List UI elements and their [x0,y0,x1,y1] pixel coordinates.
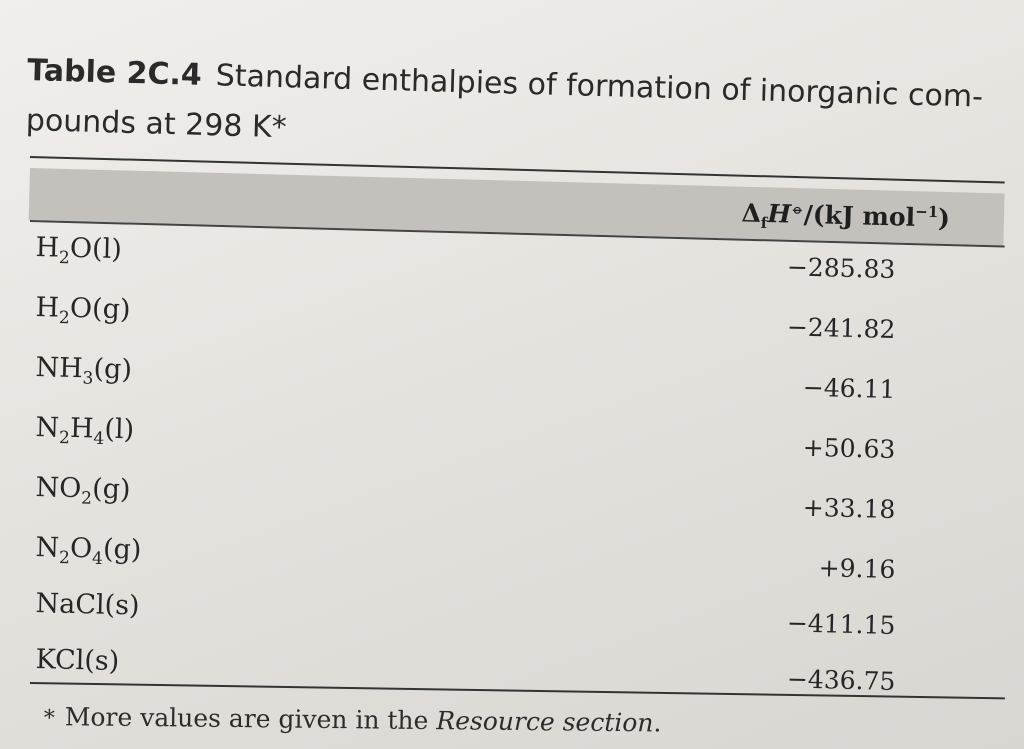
header-units-close: ) [937,203,951,233]
footnote-text: More values are given in the [64,702,437,736]
enthalpy-value: −285.83 [786,252,896,285]
compound-formula: N2H4(l) [35,412,134,450]
formula-part: N [35,532,60,564]
compound-formula: KCl(s) [35,644,120,678]
formula-subscript: 2 [58,307,70,329]
formula-part: N [35,412,60,444]
header-delta: Δ [741,198,762,228]
enthalpy-value: −241.82 [786,312,896,345]
formula-subscript: 4 [91,548,104,570]
enthalpy-value: +50.63 [802,432,896,465]
compound-formula: NO2(g) [35,472,131,510]
table-row: H2O(g) −241.82 [35,292,896,357]
compound-formula: N2O4(g) [35,532,142,570]
table-row: N2H4(l) +50.63 [35,412,896,477]
header-units-exponent: −1 [915,202,939,222]
formula-part: NO [35,472,82,505]
table-number: Table 2C.4 [26,52,203,93]
compound-formula: NaCl(s) [35,588,140,622]
formula-subscript: 2 [80,488,93,509]
column-header-enthalpy: ΔfH⦵/(kJ mol−1) [741,198,950,237]
formula-subscript: 2 [58,247,70,269]
formula-part: (g) [91,473,131,506]
enthalpy-value: −46.11 [802,372,896,405]
formula-part: H [35,292,60,324]
header-units-open: /(kJ mol [803,199,916,232]
formula-subscript: 3 [82,368,94,389]
table-footnote: * More values are given in the Resource s… [44,702,662,737]
footnote-star: * [43,705,55,732]
enthalpy-value: +33.18 [802,492,896,525]
formula-subscript: 4 [93,428,105,450]
compound-formula: H2O(l) [35,232,122,269]
formula-part: H [35,232,60,264]
table-row: NO2(g) +33.18 [35,472,896,537]
table-row: N2O4(g) +9.16 [35,532,896,597]
footnote-italic: Resource section [436,706,654,738]
formula-part: (g) [102,533,142,566]
table-row: NaCl(s) −411.15 [35,588,896,653]
table-caption: Table 2C.4 Standard enthalpies of formati… [25,46,987,173]
enthalpy-value: −436.75 [786,664,896,697]
enthalpy-value: −411.15 [786,608,896,641]
formula-part: (l) [104,413,135,446]
formula-part: (g) [93,353,133,386]
formula-part: H [69,412,94,445]
formula-part: O(l) [69,232,123,266]
formula-part: O [69,532,93,565]
compound-formula: H2O(g) [35,292,131,330]
header-symbol-h: H [767,199,792,229]
header-standard-sign: ⦵ [790,199,805,218]
table-row: NH3(g) −46.11 [35,352,896,417]
footnote-end: . [653,708,662,738]
enthalpy-value: +9.16 [818,553,896,585]
formula-part: O(g) [69,292,131,326]
formula-part: NH [35,352,84,385]
compound-formula: NH3(g) [35,352,132,390]
table-row: H2O(l) −285.83 [35,232,896,297]
table-row: KCl(s) −436.75 [35,644,896,709]
